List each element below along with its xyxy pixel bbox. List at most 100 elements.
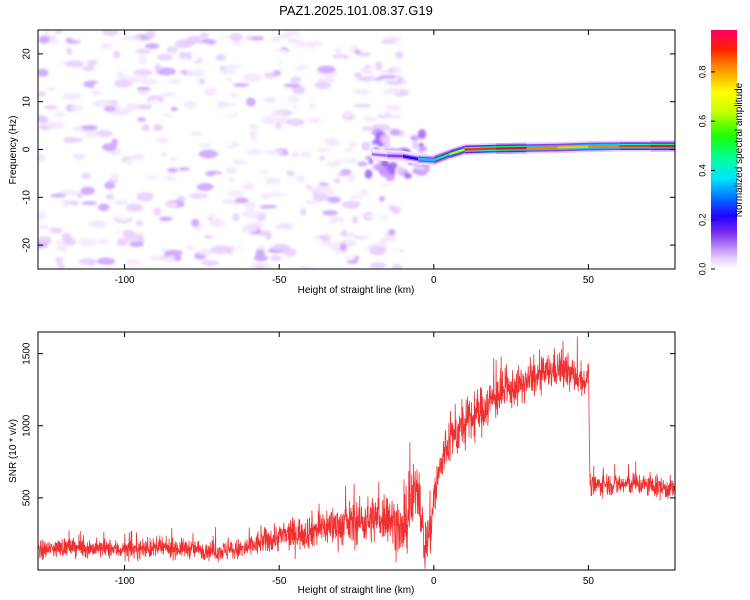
x-tick-label: 0 (431, 576, 437, 587)
noise-blob (283, 61, 297, 65)
noise-blob (349, 194, 364, 199)
noise-blob (65, 60, 85, 68)
noise-blob (78, 238, 97, 247)
noise-blob (126, 161, 134, 166)
noise-blob (239, 39, 255, 49)
noise-blob (265, 78, 281, 87)
noise-blob (54, 250, 63, 257)
noise-blob (242, 182, 255, 190)
noise-blob (38, 236, 52, 245)
noise-blob (174, 254, 182, 261)
noise-blob (48, 80, 61, 85)
y-tick-label: 10 (22, 96, 33, 108)
noise-blob (38, 91, 47, 97)
noise-blob (251, 112, 261, 118)
noise-blob (81, 125, 98, 131)
noise-blob (211, 173, 225, 182)
noise-blob (338, 182, 356, 189)
noise-blob (307, 124, 325, 129)
noise-blob (94, 172, 107, 180)
noise-blob (47, 120, 65, 130)
noise-blob (70, 137, 84, 143)
noise-blob (283, 83, 301, 88)
noise-blob (66, 47, 73, 56)
noise-blob (313, 193, 330, 202)
noise-blob (133, 69, 153, 76)
noise-blob (275, 49, 290, 59)
ridge-band (387, 154, 403, 158)
noise-blob (196, 183, 214, 191)
ridge-band (371, 153, 388, 157)
noise-blob (242, 73, 262, 83)
noise-blob (389, 128, 401, 136)
noise-blob (206, 59, 220, 65)
snr-y-axis-label: SNR (10 * v/v) (8, 419, 19, 483)
noise-blob (274, 227, 291, 235)
noise-blob (83, 128, 100, 138)
noise-blob (353, 103, 372, 108)
noise-blob (145, 30, 156, 39)
noise-blob (227, 190, 245, 197)
noise-blob (96, 238, 109, 244)
noise-blob (413, 164, 423, 170)
noise-blob (308, 102, 316, 109)
noise-blob (38, 154, 46, 163)
noise-blob (355, 187, 362, 197)
noise-blob (333, 178, 341, 184)
noise-blob (159, 92, 176, 98)
noise-blob (43, 105, 58, 110)
noise-blob (137, 117, 146, 122)
noise-blob (255, 265, 265, 269)
noise-blob (185, 52, 193, 61)
colorbar-tick-label: 0.6 (697, 115, 707, 128)
noise-blob (138, 55, 147, 65)
noise-blob (290, 76, 302, 84)
noise-blob (109, 173, 119, 180)
noise-blob (340, 229, 348, 238)
noise-blob (170, 106, 178, 112)
noise-blob (314, 81, 332, 90)
noise-blob (313, 212, 321, 218)
noise-blob (163, 175, 177, 181)
noise-blob (96, 257, 116, 266)
noise-blob (211, 98, 219, 106)
noise-blob (382, 185, 390, 193)
noise-blob (198, 78, 206, 85)
noise-blob (382, 136, 390, 147)
noise-blob (397, 84, 407, 89)
noise-blob (178, 51, 187, 60)
noise-blob (263, 263, 273, 269)
colorbar-label: Normalized spectral amplitude (734, 82, 745, 217)
noise-blob (278, 222, 294, 230)
noise-blob (364, 185, 378, 192)
noise-blob (45, 48, 56, 52)
y-tick-label: 20 (22, 48, 33, 60)
noise-blob (126, 203, 144, 212)
noise-blob (198, 149, 219, 159)
noise-blob (54, 111, 67, 118)
noise-blob (218, 102, 236, 107)
noise-blob (332, 57, 347, 65)
noise-blob (177, 72, 185, 81)
noise-blob (118, 61, 125, 70)
noise-blob (354, 72, 362, 79)
noise-blob (308, 238, 324, 245)
noise-blob (155, 137, 170, 144)
noise-blob (302, 223, 311, 232)
ridge-band (449, 148, 465, 156)
noise-blob (374, 32, 386, 39)
noise-blob (153, 123, 163, 132)
noise-blob (160, 151, 168, 158)
noise-blob (153, 207, 162, 216)
noise-blob (346, 76, 354, 86)
noise-blob (231, 247, 248, 256)
noise-blob (124, 102, 139, 112)
noise-blob (275, 34, 291, 39)
noise-blob (164, 249, 183, 256)
noise-blob (380, 171, 391, 178)
noise-blob (177, 211, 195, 220)
noise-blob (183, 125, 197, 133)
noise-blob (157, 53, 173, 61)
noise-blob (306, 234, 317, 239)
